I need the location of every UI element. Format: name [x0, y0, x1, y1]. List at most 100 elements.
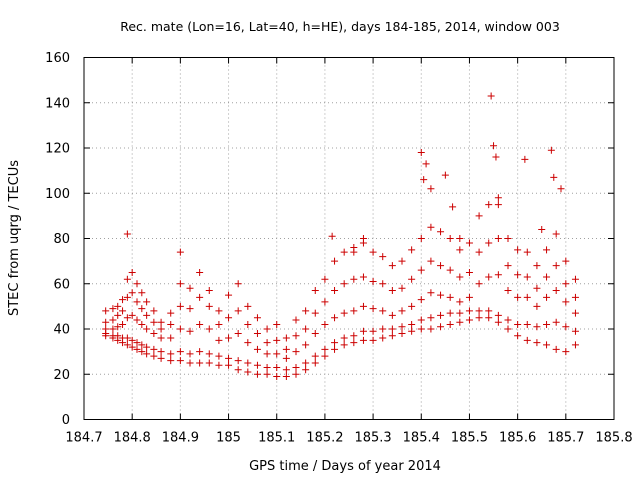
data-point [176, 357, 184, 365]
y-tick-label: 40 [53, 323, 70, 338]
data-point [408, 246, 416, 254]
data-point [533, 284, 541, 292]
data-point [321, 320, 329, 328]
data-point [133, 316, 141, 324]
data-point [225, 354, 233, 362]
data-point [225, 314, 233, 322]
data-point [475, 280, 483, 288]
data-point [143, 311, 151, 319]
x-tick-label: 185.4 [403, 431, 440, 446]
data-points [102, 92, 579, 381]
data-point [446, 320, 454, 328]
y-tick-label: 20 [53, 368, 70, 383]
data-point [408, 302, 416, 310]
data-point [273, 363, 281, 371]
data-point [427, 325, 435, 333]
data-point [350, 275, 358, 283]
data-point [485, 239, 493, 247]
data-point [388, 262, 396, 270]
data-point [379, 325, 387, 333]
data-point [379, 280, 387, 288]
data-point [167, 334, 175, 342]
data-point [465, 239, 473, 247]
data-point [465, 268, 473, 276]
data-point [340, 341, 348, 349]
data-point [138, 348, 146, 356]
data-point [557, 185, 565, 193]
data-point [128, 311, 136, 319]
data-point [369, 248, 377, 256]
data-point [234, 330, 242, 338]
data-point [150, 330, 158, 338]
data-point [273, 373, 281, 381]
data-point [176, 280, 184, 288]
data-point [123, 293, 131, 301]
data-point [543, 341, 551, 349]
data-point [302, 341, 310, 349]
x-tick-label: 185.2 [306, 431, 343, 446]
x-tick-label: 185.8 [595, 431, 632, 446]
data-point [504, 287, 512, 295]
data-point [456, 309, 464, 317]
data-point [263, 370, 271, 378]
data-point [543, 293, 551, 301]
data-point [398, 284, 406, 292]
data-point [328, 232, 336, 240]
data-point [215, 320, 223, 328]
y-tick-label: 80 [53, 232, 70, 247]
data-point [321, 352, 329, 360]
data-point [205, 302, 213, 310]
data-point [562, 348, 570, 356]
data-point [523, 273, 531, 281]
data-point [485, 273, 493, 281]
data-point [205, 325, 213, 333]
series-middle [102, 271, 579, 362]
data-point [456, 273, 464, 281]
data-point [273, 350, 281, 358]
data-point [157, 325, 165, 333]
data-point [234, 357, 242, 365]
data-point [133, 280, 141, 288]
data-point [244, 368, 252, 376]
data-point [143, 298, 151, 306]
data-point [114, 323, 122, 331]
data-point [543, 246, 551, 254]
data-point [186, 327, 194, 335]
series-upper-mid [102, 235, 579, 353]
data-point [282, 354, 290, 362]
data-point [244, 302, 252, 310]
data-point [437, 228, 445, 236]
data-point [514, 293, 522, 301]
data-point [538, 225, 546, 233]
data-point [552, 287, 560, 295]
data-point [494, 201, 502, 209]
data-point [369, 305, 377, 313]
data-point [562, 257, 570, 265]
data-point [150, 318, 158, 326]
data-point [215, 361, 223, 369]
data-point [157, 334, 165, 342]
x-tick-label: 185.6 [499, 431, 536, 446]
data-point [398, 323, 406, 331]
data-point [408, 320, 416, 328]
y-tick-label: 100 [45, 187, 70, 202]
y-tick-label: 140 [45, 96, 70, 111]
data-point [437, 291, 445, 299]
data-point [196, 348, 204, 356]
data-point [427, 257, 435, 265]
data-point [253, 330, 261, 338]
data-point [523, 248, 531, 256]
data-point [490, 142, 498, 150]
data-point [186, 305, 194, 313]
data-point [282, 373, 290, 381]
data-point [157, 318, 165, 326]
data-point [331, 257, 339, 265]
data-point [571, 293, 579, 301]
data-point [331, 314, 339, 322]
data-point [138, 289, 146, 297]
data-point [215, 307, 223, 315]
data-point [167, 350, 175, 358]
data-point [167, 320, 175, 328]
data-point [504, 235, 512, 242]
x-tick-label: 185.5 [451, 431, 488, 446]
